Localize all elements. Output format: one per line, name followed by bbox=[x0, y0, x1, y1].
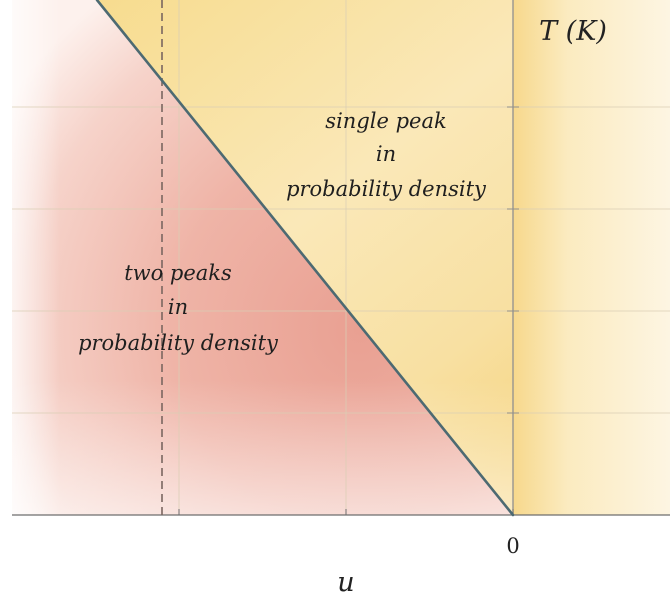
phase-boundary-line bbox=[95, 0, 515, 517]
y-axis-ticks bbox=[507, 106, 519, 414]
y-axis-label: T (K) bbox=[539, 16, 607, 47]
two-peaks-label-line2: in bbox=[168, 295, 188, 319]
single-peak-label-line2: in bbox=[376, 142, 396, 166]
two-peaks-label: two peaks in probability density bbox=[78, 261, 279, 355]
two-peaks-label-line1: two peaks bbox=[124, 261, 232, 285]
single-peak-label: single peak in probability density bbox=[286, 109, 487, 201]
grid bbox=[12, 0, 670, 515]
positive-u-region bbox=[513, 0, 670, 515]
bottom-fade bbox=[12, 380, 513, 515]
two-peaks-label-line3: probability density bbox=[78, 331, 279, 355]
single-peak-label-line1: single peak bbox=[325, 109, 446, 133]
x-tick-label-zero: 0 bbox=[506, 534, 519, 558]
single-peak-label-line3: probability density bbox=[286, 177, 487, 201]
x-axis-label: u bbox=[337, 567, 354, 598]
